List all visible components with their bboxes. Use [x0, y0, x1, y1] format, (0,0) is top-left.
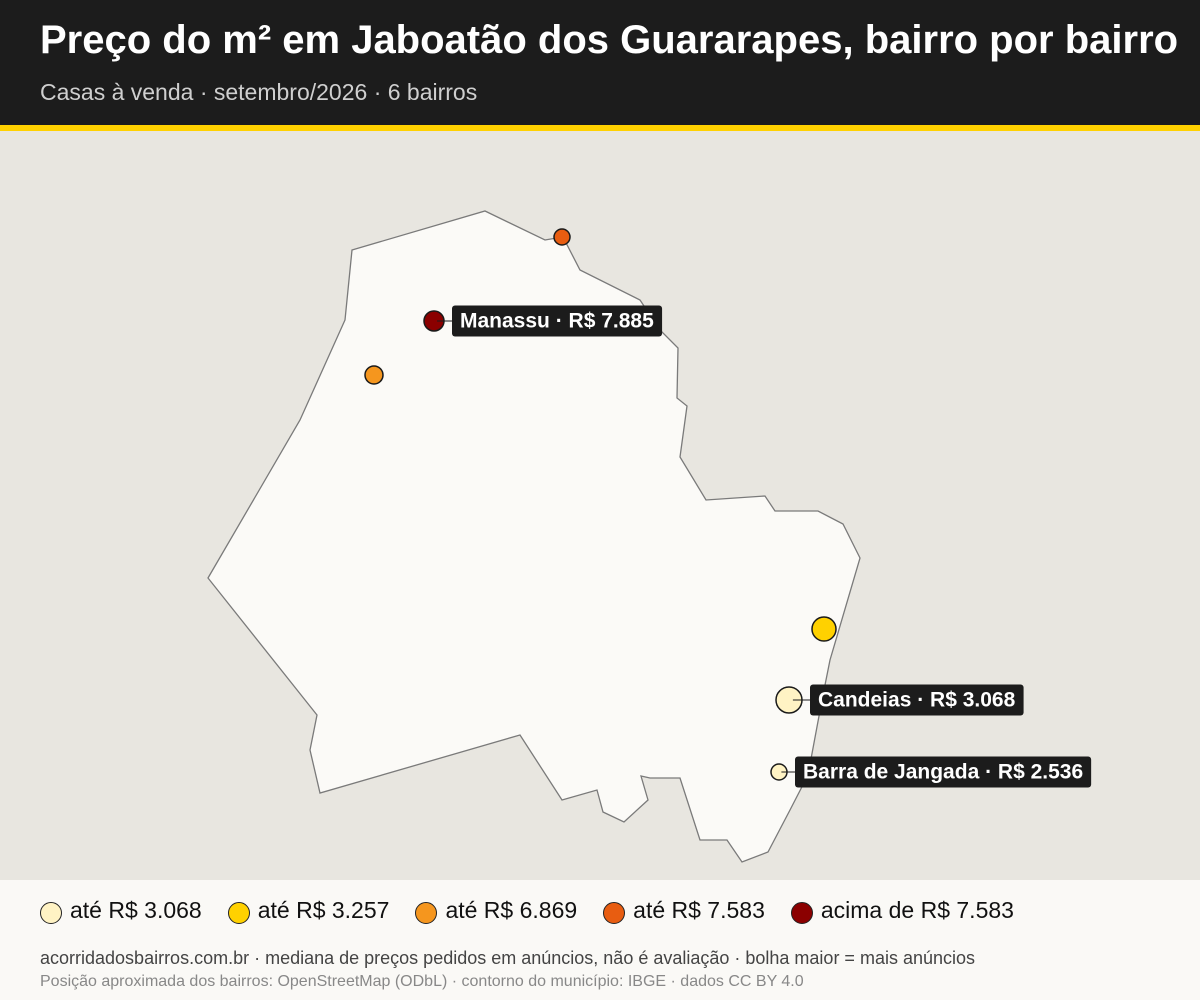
bubble	[811, 616, 837, 642]
legend-swatch	[790, 901, 813, 924]
legend-item: acima de R$ 7.583	[790, 897, 1014, 924]
legend-item: até R$ 3.068	[40, 897, 202, 924]
label-text: Candeias · R$ 3.068	[818, 689, 1016, 712]
subtitle: Casas à venda · setembro/2026 · 6 bairro…	[40, 79, 478, 105]
footer-source: Posição aproximada dos bairros: OpenStre…	[40, 973, 804, 990]
title: Preço do m² em Jaboatão dos Guararapes, …	[40, 18, 1179, 62]
point-label: Manassu · R$ 7.885	[437, 305, 663, 337]
legend-swatch	[227, 901, 250, 924]
label-text: Barra de Jangada · R$ 2.536	[803, 761, 1083, 784]
legend: até R$ 3.068 até R$ 3.257 até R$ 6.869 até …	[40, 897, 1014, 924]
legend-label: até R$ 7.583	[633, 897, 765, 923]
legend-item: até R$ 6.869	[415, 897, 577, 924]
markers: Manassu · R$ 7.885 Candeias · R$ 3.068 Bar…	[364, 228, 1092, 788]
legend-item: até R$ 7.583	[603, 897, 765, 924]
point-label: Candeias · R$ 3.068	[792, 684, 1024, 716]
legend-swatch	[415, 901, 438, 924]
legend-item: até R$ 3.257	[227, 897, 390, 924]
label-text: Manassu · R$ 7.885	[460, 310, 654, 333]
legend-label: acima de R$ 7.583	[820, 897, 1014, 923]
legend-swatch	[603, 901, 626, 924]
legend-label: até R$ 3.257	[257, 897, 390, 923]
bubble	[364, 365, 384, 385]
header: Preço do m² em Jaboatão dos Guararapes, …	[0, 0, 1200, 131]
label-box	[810, 684, 1024, 716]
label-box	[452, 305, 663, 337]
point-label: Barra de Jangada · R$ 2.536	[781, 756, 1092, 788]
legend-label: até R$ 6.869	[445, 897, 578, 923]
bubble	[553, 228, 571, 246]
map: Manassu · R$ 7.885 Candeias · R$ 3.068 Bar…	[0, 131, 1200, 880]
legend-label: até R$ 3.068	[70, 897, 202, 923]
footer-note: acorridadosbairros.com.br · mediana de p…	[40, 948, 976, 968]
label-box	[795, 756, 1092, 788]
legend-swatch	[40, 901, 62, 924]
